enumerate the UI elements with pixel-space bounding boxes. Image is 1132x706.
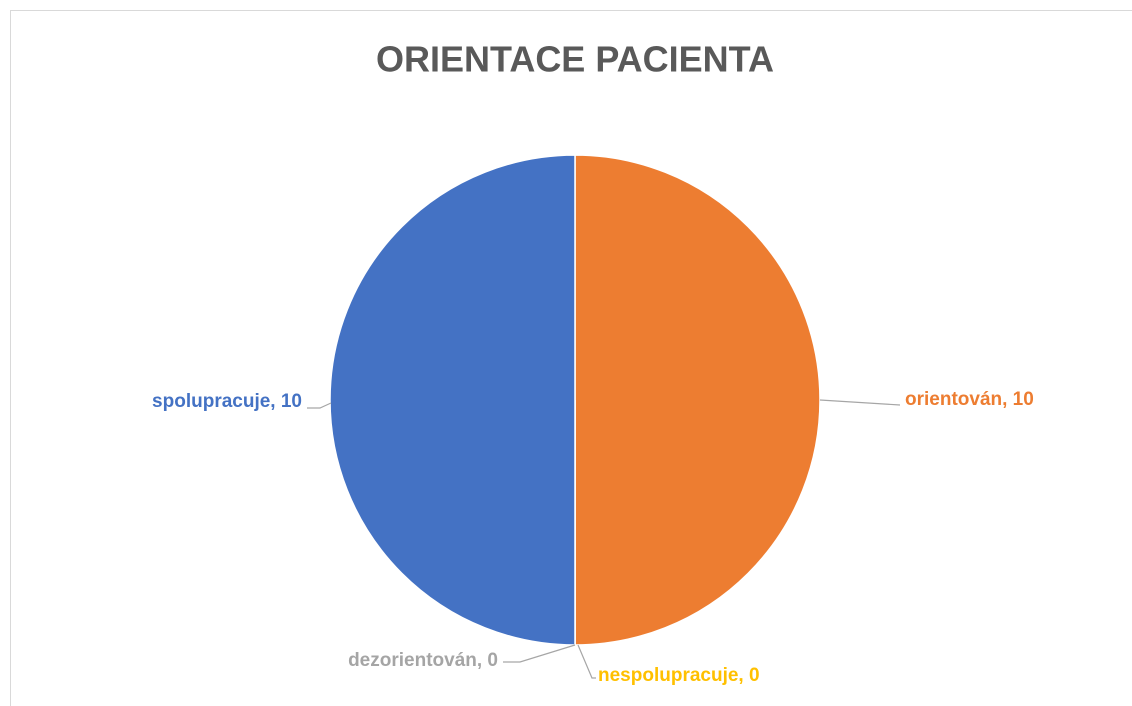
- leader-line: [819, 399, 901, 406]
- chart-title: ORIENTACE PACIENTA: [376, 39, 774, 80]
- data-label: spolupracuje, 10: [152, 391, 302, 412]
- leader-line: [503, 644, 576, 663]
- data-label: dezorientován, 0: [348, 650, 498, 671]
- pie-slice: [329, 154, 576, 646]
- data-label: orientován, 10: [905, 389, 1034, 410]
- leader-line: [307, 402, 332, 409]
- leader-line: [577, 644, 596, 679]
- pie-slice: [574, 154, 821, 646]
- chart-border: [10, 10, 1132, 706]
- data-label: nespolupracuje, 0: [598, 665, 760, 686]
